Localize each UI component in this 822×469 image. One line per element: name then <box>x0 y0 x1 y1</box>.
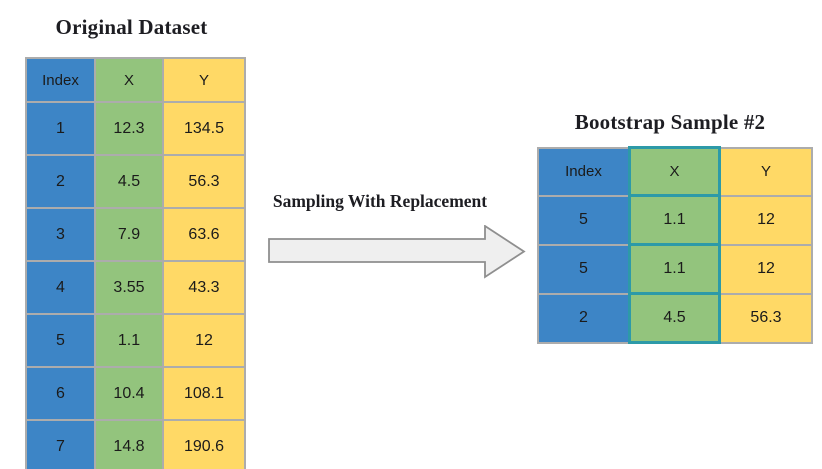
data-cell: 1.1 <box>94 313 164 368</box>
data-cell: 4.5 <box>628 292 721 344</box>
header-cell-index: Index <box>537 146 631 197</box>
table-row: 5 1.1 12 <box>537 243 813 295</box>
original-table-body: 1 12.3 134.5 2 4.5 56.3 3 7.9 63.6 4 3.55 43.3 5 1.1 1… <box>25 101 246 469</box>
sampling-with-replacement-label: Sampling With Replacement <box>272 191 488 211</box>
table-row: 3 7.9 63.6 <box>25 207 246 262</box>
data-cell: 12 <box>718 194 813 246</box>
data-cell: 7.9 <box>94 207 164 262</box>
original-dataset-table: Index X Y 1 12.3 134.5 2 4.5 56.3 3 7.9 63.6 4 3.55 4… <box>25 57 246 469</box>
data-cell: 108.1 <box>162 366 246 421</box>
data-cell: 56.3 <box>162 154 246 209</box>
header-cell-x: X <box>628 146 721 197</box>
table-row: 1 12.3 134.5 <box>25 101 246 156</box>
data-cell: 1.1 <box>628 194 721 246</box>
data-cell: 3.55 <box>94 260 164 315</box>
header-row: Index X Y <box>25 57 246 103</box>
data-cell: 12.3 <box>94 101 164 156</box>
data-cell: 6 <box>25 366 96 421</box>
bootstrap-table-head: Index X Y <box>537 146 813 197</box>
header-cell-index: Index <box>25 57 96 103</box>
table-row: 2 4.5 56.3 <box>537 292 813 344</box>
original-dataset-title: Original Dataset <box>55 15 208 39</box>
data-cell: 12 <box>162 313 246 368</box>
data-cell: 2 <box>537 292 631 344</box>
header-cell-y: Y <box>162 57 246 103</box>
data-cell: 10.4 <box>94 366 164 421</box>
table-row: 5 1.1 12 <box>537 194 813 246</box>
data-cell: 7 <box>25 419 96 469</box>
data-cell: 5 <box>537 194 631 246</box>
bootstrap-sample-title: Bootstrap Sample #2 <box>574 110 766 134</box>
data-cell: 2 <box>25 154 96 209</box>
header-cell-y: Y <box>718 146 813 197</box>
bootstrap-table-body: 5 1.1 12 5 1.1 12 2 4.5 56.3 <box>537 194 813 344</box>
data-cell: 190.6 <box>162 419 246 469</box>
data-cell: 134.5 <box>162 101 246 156</box>
table-row: 7 14.8 190.6 <box>25 419 246 469</box>
data-cell: 56.3 <box>718 292 813 344</box>
data-cell: 14.8 <box>94 419 164 469</box>
data-cell: 5 <box>537 243 631 295</box>
data-cell: 4 <box>25 260 96 315</box>
data-cell: 12 <box>718 243 813 295</box>
header-cell-x: X <box>94 57 164 103</box>
data-cell: 63.6 <box>162 207 246 262</box>
table-row: 6 10.4 108.1 <box>25 366 246 421</box>
table-row: 4 3.55 43.3 <box>25 260 246 315</box>
table-row: 5 1.1 12 <box>25 313 246 368</box>
data-cell: 1 <box>25 101 96 156</box>
data-cell: 4.5 <box>94 154 164 209</box>
data-cell: 5 <box>25 313 96 368</box>
original-table-head: Index X Y <box>25 57 246 103</box>
table-row: 2 4.5 56.3 <box>25 154 246 209</box>
data-cell: 1.1 <box>628 243 721 295</box>
right-arrow-icon <box>268 225 526 279</box>
header-row: Index X Y <box>537 146 813 197</box>
data-cell: 3 <box>25 207 96 262</box>
data-cell: 43.3 <box>162 260 246 315</box>
bootstrap-sample-table: Index X Y 5 1.1 12 5 1.1 12 2 4.5 56.3 <box>537 146 813 344</box>
